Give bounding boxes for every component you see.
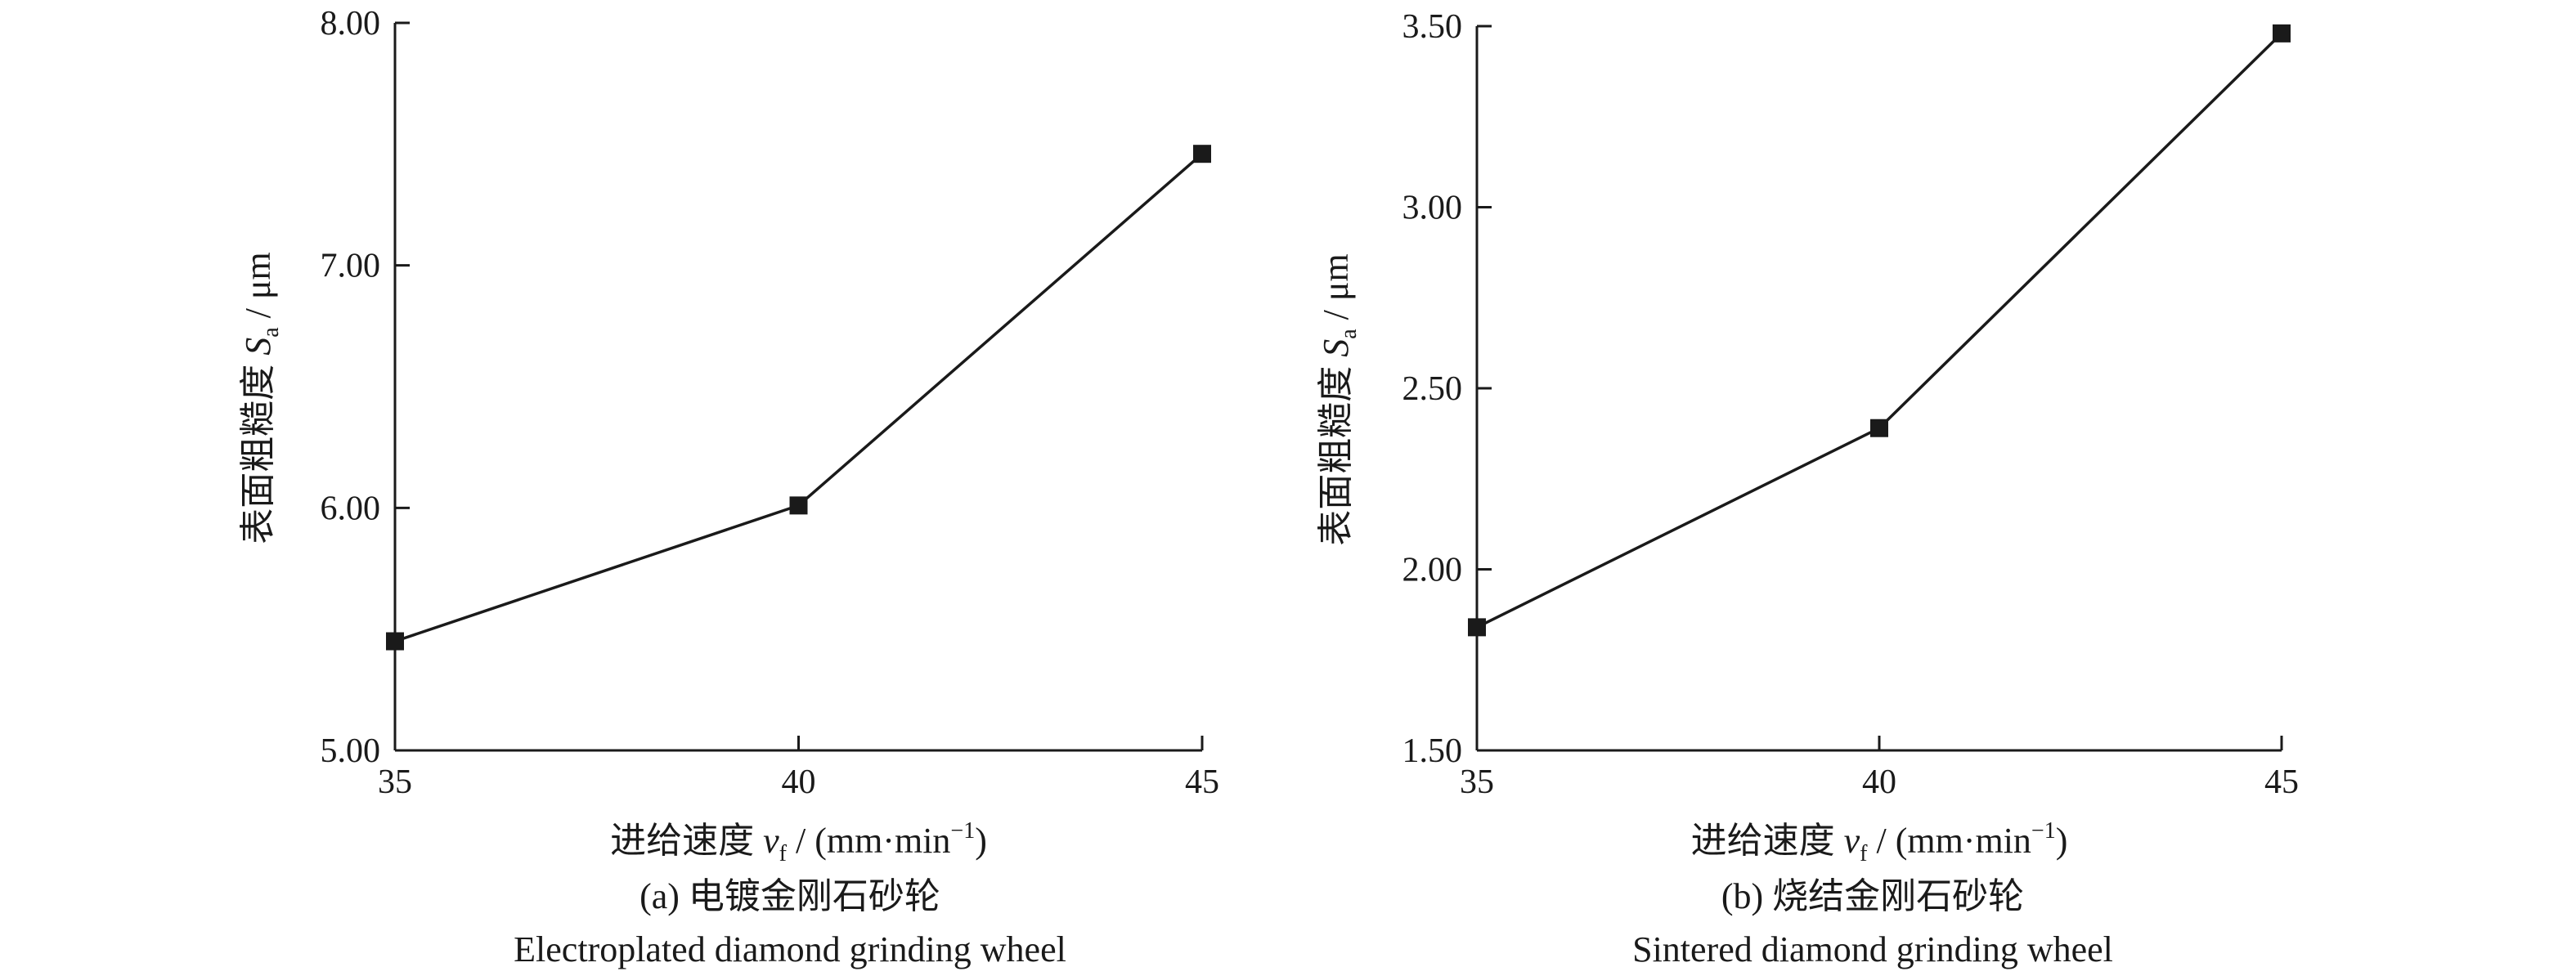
y-tick-label: 2.00 [1402, 552, 1463, 589]
data-point [789, 496, 808, 515]
y-tick-label: 3.00 [1402, 190, 1463, 227]
x-tick-label: 40 [782, 763, 816, 801]
data-point [2273, 24, 2291, 43]
x-axis-title: 进给速度 vf / (mm·min−1) [610, 818, 987, 866]
series-line [394, 152, 1204, 643]
caption-english: Sintered diamond grinding wheel [1632, 929, 2113, 969]
caption-chinese: (a) 电镀金刚石砂轮 [640, 876, 940, 916]
y-tick-label: 1.50 [1402, 732, 1463, 770]
x-tick-label: 45 [1185, 763, 1219, 801]
y-tick-label: 6.00 [321, 490, 381, 527]
x-tick-label: 40 [1862, 763, 1896, 801]
caption-english: Electroplated diamond grinding wheel [514, 929, 1066, 969]
y-axis-title: 表面粗糙度 Sa / μm [1316, 253, 1362, 545]
x-tick-label: 45 [2264, 763, 2299, 801]
y-tick-label: 8.00 [321, 5, 381, 43]
x-axis-title: 进给速度 vf / (mm·min−1) [1691, 818, 2068, 866]
x-tick-label: 35 [378, 763, 412, 801]
data-point [386, 632, 404, 651]
x-tick-label: 35 [1460, 763, 1494, 801]
caption-chinese: (b) 烧结金刚石砂轮 [1721, 876, 2024, 916]
chart-panel-a: 5.00 6.00 7.00 8.00 35 40 45 进给速度 vf / (mm·min−… [238, 5, 1219, 969]
data-point [1870, 419, 1888, 437]
y-tick-label: 2.50 [1402, 370, 1463, 408]
chart-panel-b: 1.50 2.00 2.50 3.00 3.50 35 40 45 进给速度 vf / (mm·… [1316, 8, 2299, 969]
y-tick-label: 3.50 [1402, 8, 1463, 46]
series-line [1476, 32, 2283, 629]
y-tick-label: 7.00 [321, 248, 381, 285]
y-tick-label: 5.00 [321, 732, 381, 770]
y-axis-title: 表面粗糙度 Sa / μm [238, 252, 284, 544]
data-point [1468, 618, 1486, 637]
data-point [1193, 145, 1211, 163]
